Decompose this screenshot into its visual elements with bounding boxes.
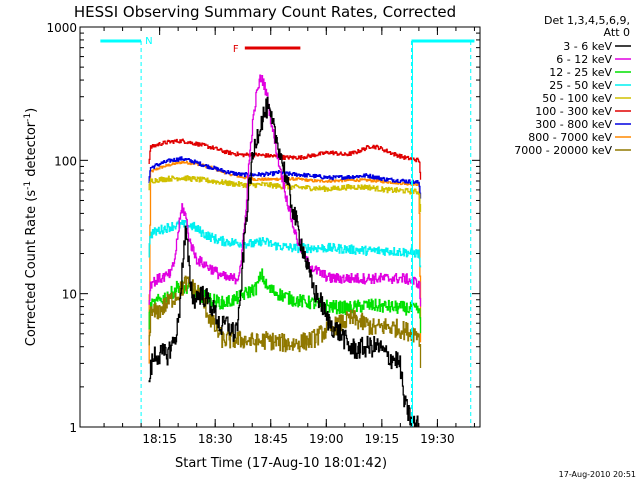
y-tick-label-4: 1000	[46, 21, 77, 35]
x-tick-label-4: 19:00	[309, 432, 344, 446]
flare-label: F	[233, 44, 239, 55]
y-axis-label-suffix: )	[24, 108, 39, 113]
y-axis-label-mid: detector	[24, 121, 39, 181]
legend-label-3-6-kev: 3 - 6 keV	[563, 40, 612, 53]
axes-layer: 18:15 18:30 18:45 19:00 19:15 19:30 1 10 100 1000	[46, 21, 481, 446]
y-axis-label: Corrected Count Rate (s-1 detector-1)	[23, 108, 39, 346]
legend-header-2: Att 0	[604, 26, 630, 39]
legend-label-12-25-kev: 12 - 25 keV	[549, 66, 612, 79]
series-line-100-300-kev	[148, 138, 422, 180]
legend-label-6-12-kev: 6 - 12 keV	[556, 53, 612, 66]
timestamp: 17-Aug-2010 20:51	[559, 470, 636, 479]
legend-label-25-50-kev: 25 - 50 keV	[549, 79, 612, 92]
x-tick-label-1: 18:15	[142, 432, 177, 446]
series-layer	[148, 74, 422, 427]
legend-label-800-7000-kev: 800 - 7000 keV	[528, 131, 612, 144]
series-line-6-12-kev	[148, 74, 422, 307]
x-tick-label-6: 19:30	[420, 432, 455, 446]
y-tick-label-3: 100	[54, 154, 77, 168]
legend-label-7000-20000-kev: 7000 - 20000 keV	[514, 144, 612, 157]
chart-title: HESSI Observing Summary Count Rates, Cor…	[74, 3, 456, 21]
y-axis-label-sup1: -1	[23, 181, 33, 190]
x-axis-label: Start Time (17-Aug-10 18:01:42)	[175, 456, 387, 471]
night-label: N	[145, 36, 152, 47]
legend-label-300-800-kev: 300 - 800 keV	[535, 118, 612, 131]
x-tick-label-5: 19:15	[365, 432, 400, 446]
legend-label-100-300-kev: 100 - 300 keV	[535, 105, 612, 118]
y-tick-label-1: 1	[69, 421, 77, 435]
x-tick-label-3: 18:45	[253, 432, 288, 446]
annotation-layer: NF	[100, 36, 475, 427]
series-line-25-50-kev	[148, 219, 422, 268]
y-axis-label-sup2: -1	[23, 113, 33, 122]
y-tick-label-2: 10	[62, 288, 77, 302]
y-axis-label-prefix: Corrected Count Rate (s	[24, 190, 39, 347]
series-line-3-6-kev	[148, 96, 420, 427]
legend-label-50-100-kev: 50 - 100 keV	[542, 92, 612, 105]
x-tick-label-2: 18:30	[198, 432, 233, 446]
plot-frame	[79, 26, 481, 428]
legend-header-1: Det 1,3,4,5,6,9,	[544, 14, 630, 27]
